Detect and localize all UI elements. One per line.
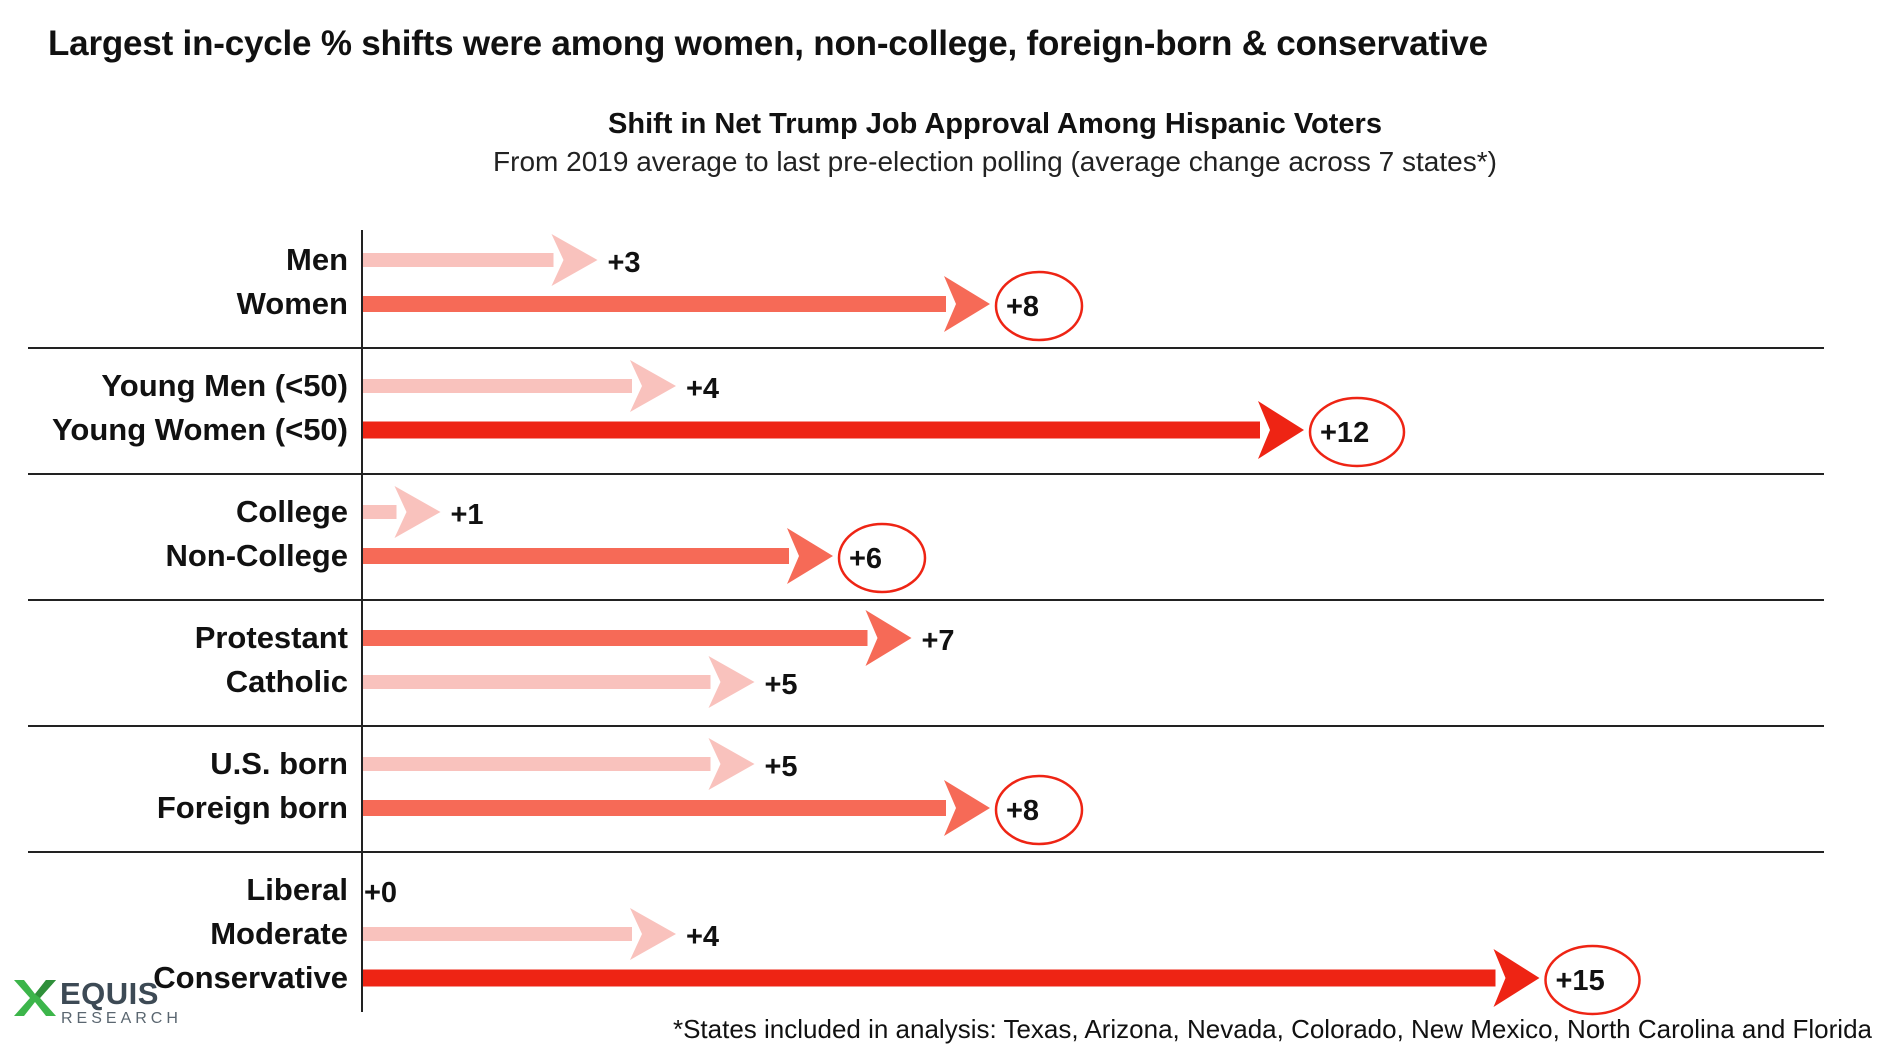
value-label: +1 <box>451 499 484 531</box>
category-label: Young Women (<50) <box>52 412 348 447</box>
equis-x-icon <box>14 980 56 1016</box>
arrow-head <box>551 234 598 286</box>
chart-subtitle: From 2019 average to last pre-election p… <box>493 146 1497 177</box>
arrow-head <box>630 360 676 412</box>
logo-wordmark: EQUIS <box>60 976 159 1011</box>
category-label: Young Men (<50) <box>101 368 348 403</box>
logo-subtitle: RESEARCH <box>61 1010 182 1027</box>
chart-title: Shift in Net Trump Job Approval Among Hi… <box>608 108 1382 140</box>
value-label: +15 <box>1556 965 1605 997</box>
value-label: +7 <box>922 625 955 657</box>
arrow-shaft <box>362 253 554 267</box>
footnote: *States included in analysis: Texas, Ari… <box>672 1014 1872 1044</box>
arrow-head <box>630 908 676 960</box>
value-label: +8 <box>1006 291 1039 323</box>
category-label: Non-College <box>165 538 348 573</box>
arrow-head <box>944 780 990 836</box>
arrow-head <box>1493 949 1540 1007</box>
arrow-shaft <box>362 379 632 393</box>
value-label: +4 <box>686 921 719 953</box>
arrow-shaft <box>362 548 789 564</box>
arrow-shaft <box>362 630 868 646</box>
arrow-shaft <box>362 505 397 519</box>
arrow-head <box>865 610 912 666</box>
category-label: Liberal <box>246 872 348 907</box>
value-label: +5 <box>765 751 798 783</box>
value-label: +12 <box>1320 417 1369 449</box>
arrow-shaft <box>362 969 1496 987</box>
value-label: +3 <box>608 247 641 279</box>
highlight-circle <box>837 522 927 594</box>
value-label: +5 <box>765 669 798 701</box>
highlight-circle <box>994 774 1084 846</box>
arrow-shaft <box>362 421 1260 439</box>
arrow-shaft <box>362 296 946 312</box>
category-label: Men <box>286 242 348 277</box>
category-label: Women <box>237 286 348 321</box>
category-label: Protestant <box>195 620 348 655</box>
category-label: Conservative <box>153 960 348 995</box>
arrow-head <box>708 738 755 790</box>
category-label: U.S. born <box>210 746 348 781</box>
category-label: College <box>236 494 348 529</box>
headline: Largest in-cycle % shifts were among wom… <box>48 24 1488 63</box>
arrow-head <box>1258 401 1304 459</box>
value-label: +8 <box>1006 795 1039 827</box>
category-label: Foreign born <box>157 790 348 825</box>
highlight-circle <box>1308 396 1406 468</box>
arrow-shaft <box>362 800 946 816</box>
arrow-shaft <box>362 675 711 689</box>
arrow-shaft <box>362 927 632 941</box>
category-label: Catholic <box>226 664 348 699</box>
arrow-head <box>787 528 833 584</box>
arrow-head <box>708 656 755 708</box>
value-label: +0 <box>364 877 397 909</box>
value-label: +4 <box>686 373 719 405</box>
arrow-head <box>944 276 990 332</box>
category-label: Moderate <box>210 916 348 951</box>
highlight-circle <box>994 270 1084 342</box>
arrow-head <box>394 486 441 538</box>
arrow-shaft <box>362 757 711 771</box>
highlight-circle <box>1544 944 1641 1016</box>
value-label: +6 <box>849 543 882 575</box>
